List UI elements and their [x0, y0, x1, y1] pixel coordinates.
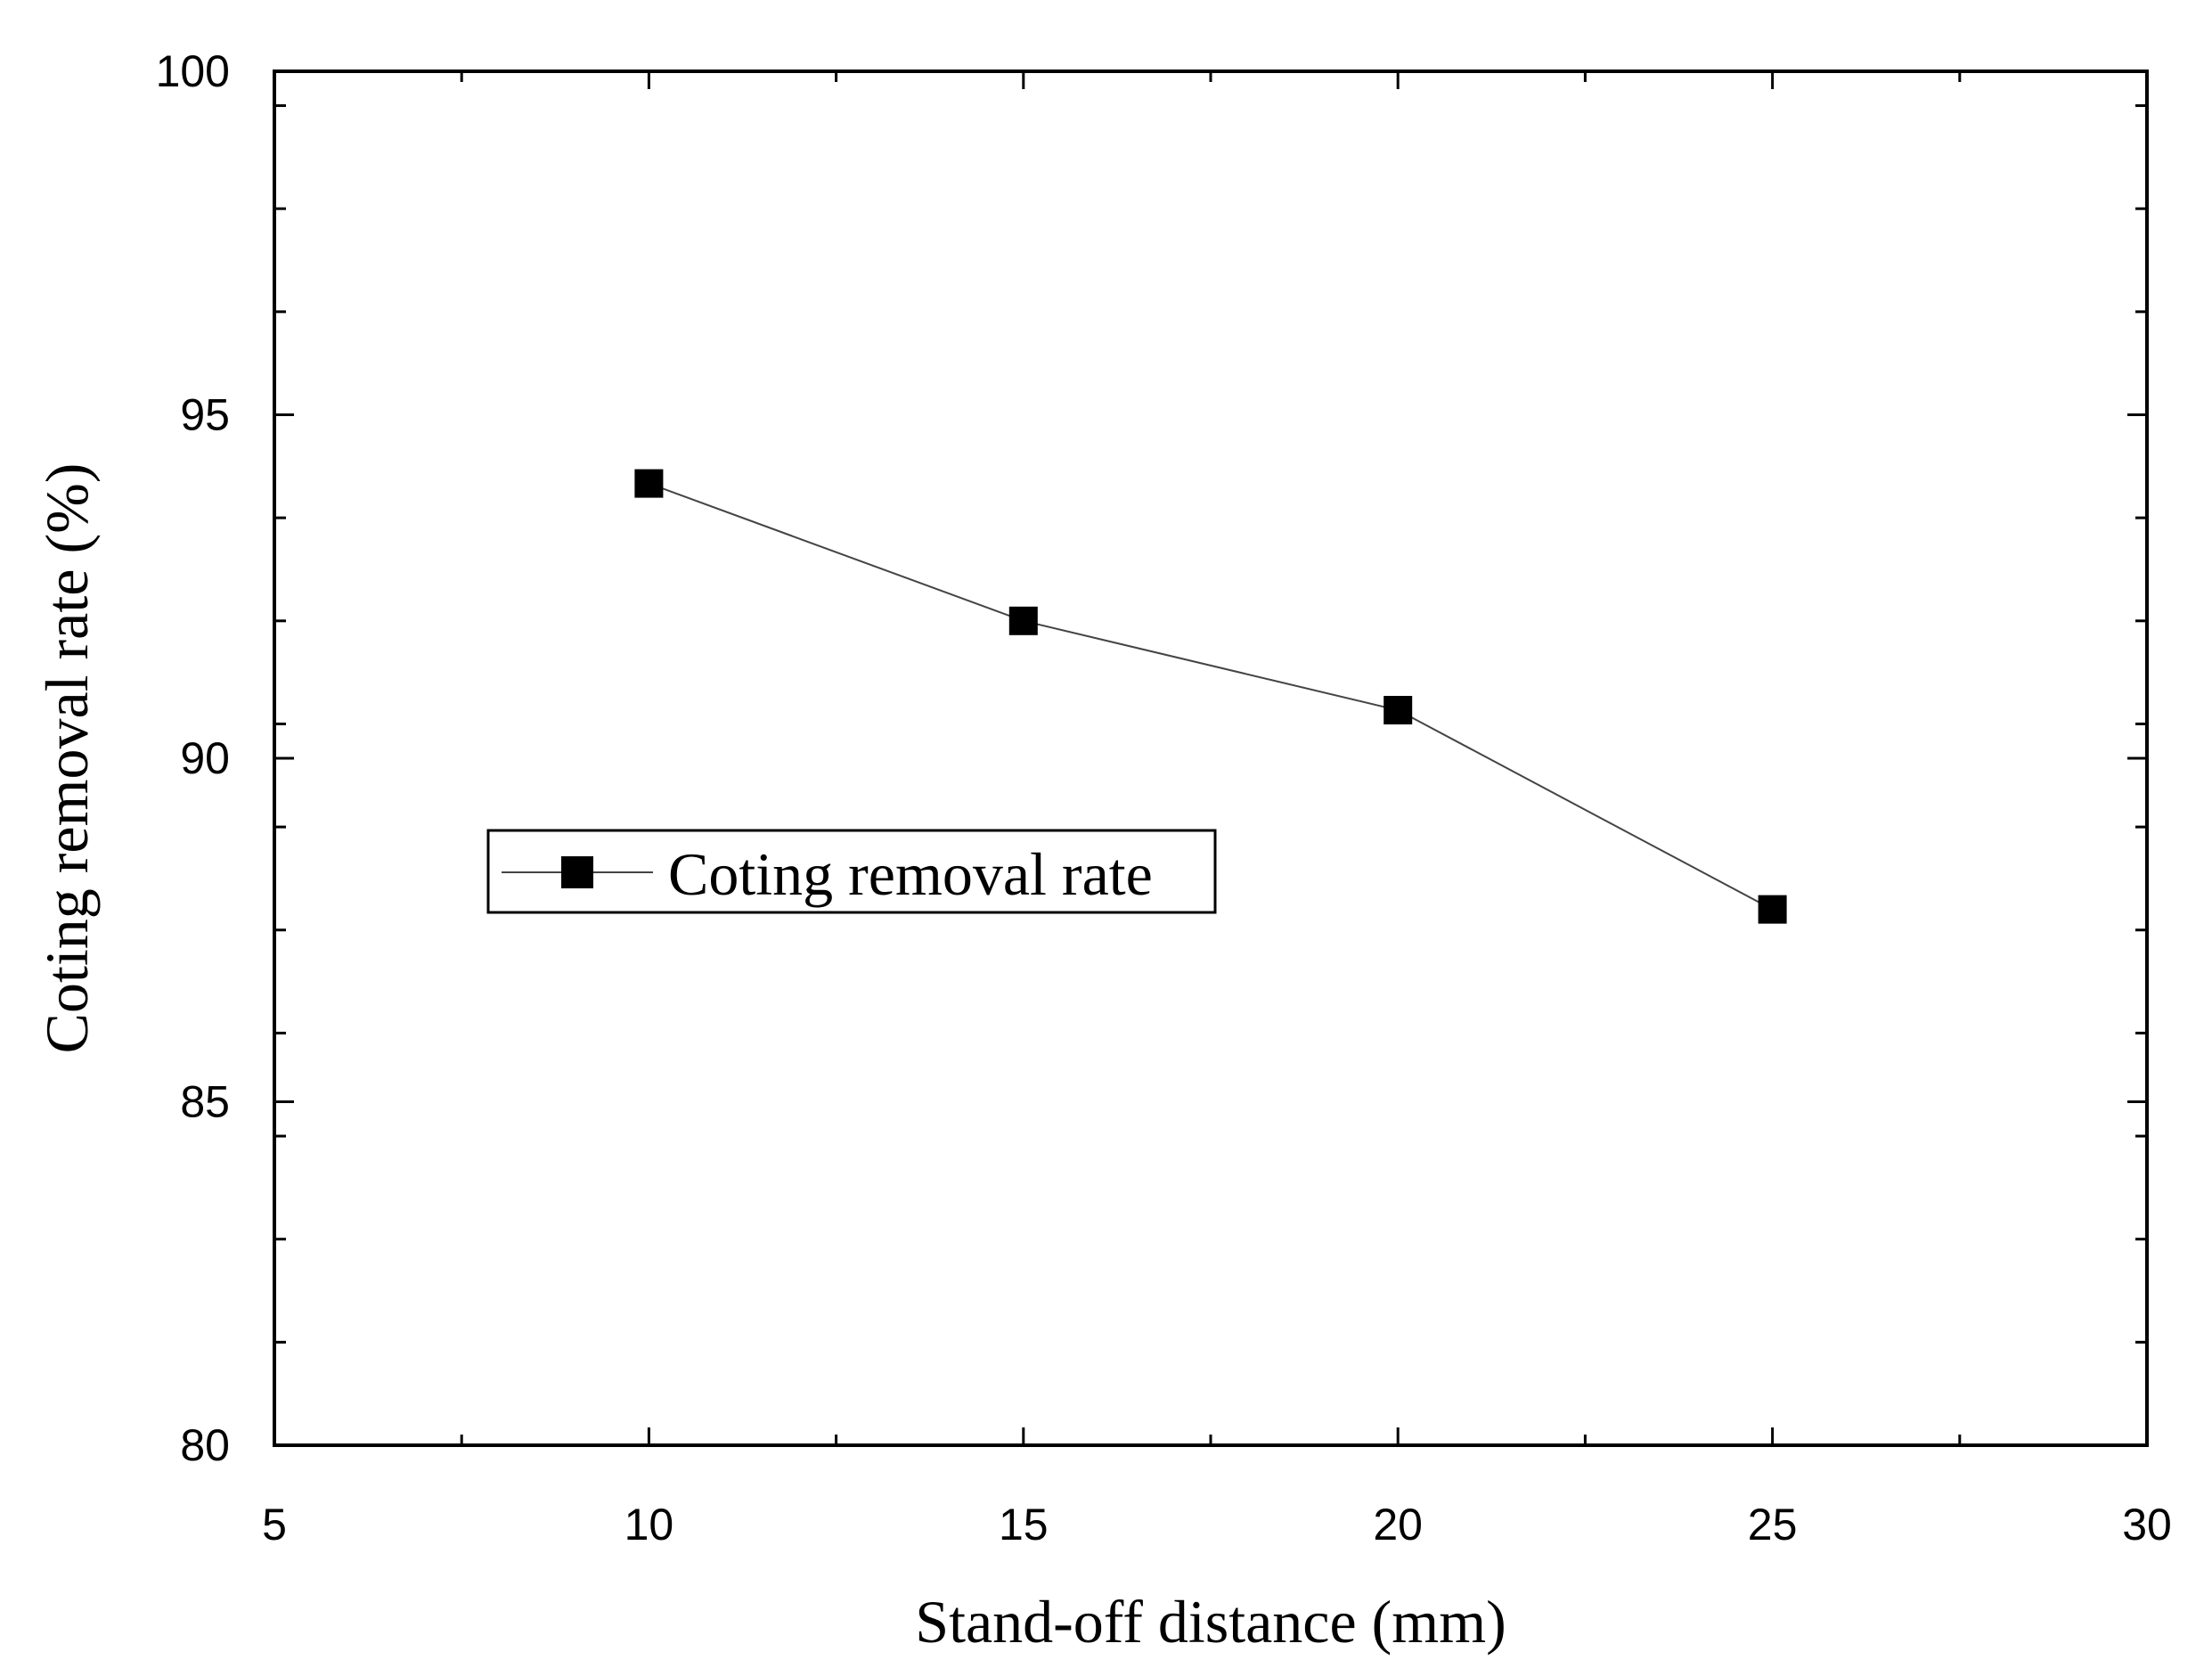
series-line: [649, 482, 1774, 911]
x-tick-label: 30: [2122, 1500, 2172, 1549]
x-tick-label: 20: [1373, 1500, 1423, 1549]
x-tick-label: 15: [999, 1500, 1049, 1549]
series-layer: [634, 469, 1787, 924]
ticks-layer: 5 10 15 20 25 30 80 85 90 95 100: [156, 46, 2172, 1549]
x-tick-label: 10: [624, 1500, 674, 1549]
legend-marker-sample: [561, 856, 593, 888]
legend-label: Coting removal rate: [668, 840, 1153, 908]
data-point-marker: [1758, 895, 1787, 924]
y-tick-label: 100: [156, 46, 230, 96]
data-point-marker: [1384, 696, 1413, 725]
data-point-marker: [1008, 606, 1038, 635]
y-tick-label: 85: [180, 1077, 230, 1127]
y-tick-label: 80: [180, 1420, 230, 1470]
x-tick-label: 5: [262, 1500, 287, 1549]
plot-frame: [273, 70, 2149, 1447]
y-axis-title: Coting removal rate (%): [33, 463, 101, 1054]
legend: Coting removal rate: [486, 829, 1217, 914]
y-tick-label: 90: [180, 733, 230, 783]
x-tick-label: 25: [1748, 1500, 1798, 1549]
data-point-marker: [634, 469, 664, 498]
x-axis-title: Stand-off distance (mm): [915, 1588, 1506, 1656]
y-tick-label: 95: [180, 390, 230, 440]
